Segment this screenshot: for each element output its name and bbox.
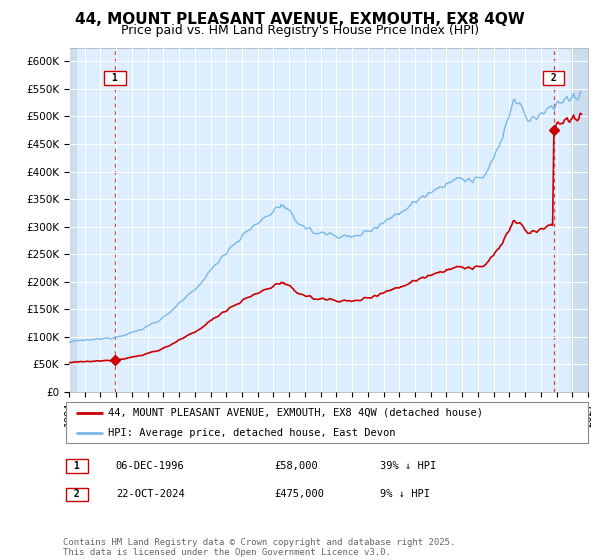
Text: 9% ↓ HPI: 9% ↓ HPI [380, 489, 430, 500]
Bar [571, 48, 594, 392]
Text: 44, MOUNT PLEASANT AVENUE, EXMOUTH, EX8 4QW: 44, MOUNT PLEASANT AVENUE, EXMOUTH, EX8 … [75, 12, 525, 27]
Text: 44, MOUNT PLEASANT AVENUE, EXMOUTH, EX8 4QW (detached house): 44, MOUNT PLEASANT AVENUE, EXMOUTH, EX8 … [108, 408, 483, 418]
Text: Price paid vs. HM Land Registry's House Price Index (HPI): Price paid vs. HM Land Registry's House … [121, 24, 479, 36]
Text: £475,000: £475,000 [274, 489, 324, 500]
Text: 1: 1 [106, 73, 124, 83]
Text: Contains HM Land Registry data © Crown copyright and database right 2025.
This d: Contains HM Land Registry data © Crown c… [63, 538, 455, 557]
FancyBboxPatch shape [65, 402, 589, 444]
Bar [69, 48, 77, 392]
Text: 39% ↓ HPI: 39% ↓ HPI [380, 460, 436, 470]
Text: 2: 2 [545, 73, 562, 83]
Text: £58,000: £58,000 [274, 460, 318, 470]
Text: 22-OCT-2024: 22-OCT-2024 [116, 489, 185, 500]
Text: 06-DEC-1996: 06-DEC-1996 [116, 460, 185, 470]
Text: 1: 1 [68, 460, 86, 470]
Text: 2: 2 [68, 489, 86, 500]
Text: HPI: Average price, detached house, East Devon: HPI: Average price, detached house, East… [108, 428, 395, 438]
